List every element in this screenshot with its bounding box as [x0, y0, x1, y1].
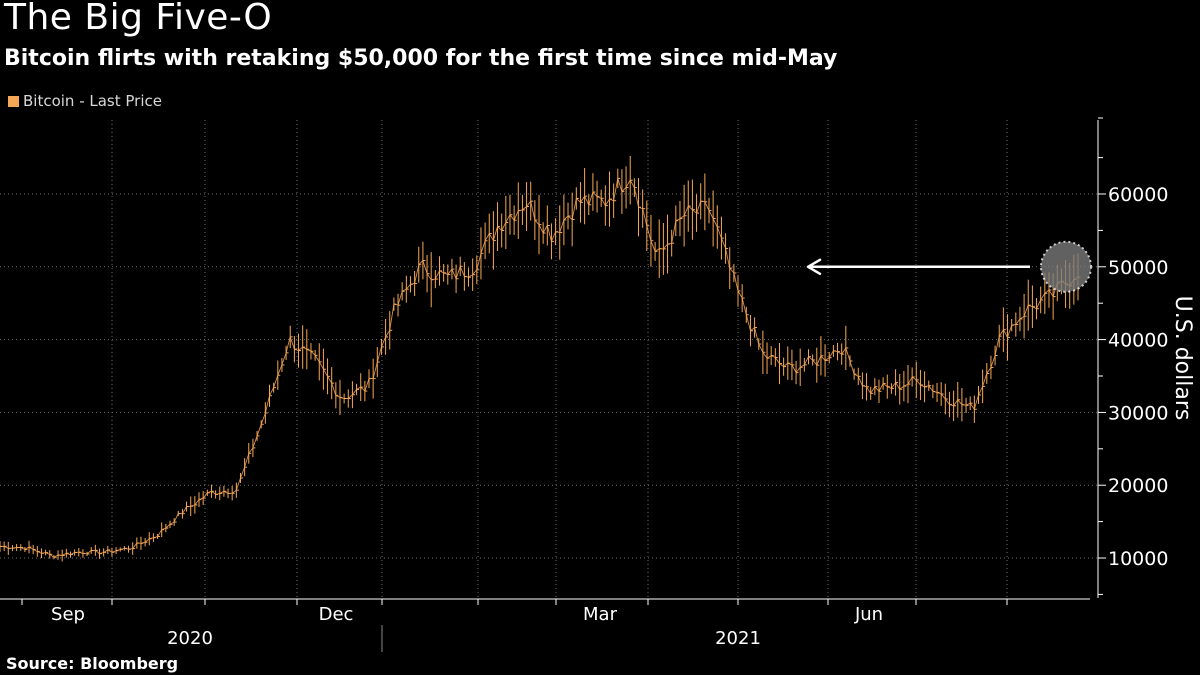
- y-tick-label: 50000: [1108, 257, 1168, 279]
- y-tick-label: 30000: [1108, 402, 1168, 424]
- highlight-circle: [1040, 240, 1092, 293]
- y-tick-label: 60000: [1108, 184, 1168, 206]
- source-note: Source: Bloomberg: [6, 654, 179, 673]
- annotation-arrowhead-icon: [806, 258, 822, 276]
- legend-label: Bitcoin - Last Price: [23, 92, 162, 110]
- y-tick-label: 40000: [1108, 330, 1168, 352]
- legend: Bitcoin - Last Price: [8, 92, 162, 110]
- y-tick-label: 10000: [1108, 548, 1168, 570]
- x-tick-label: Sep: [51, 604, 85, 625]
- year-label: 2021: [715, 628, 761, 649]
- year-label: 2020: [167, 628, 213, 649]
- y-tick-label: 20000: [1108, 475, 1168, 497]
- chart-title: The Big Five-O: [4, 0, 273, 38]
- legend-swatch-icon: [8, 95, 19, 107]
- chart-subtitle: Bitcoin flirts with retaking $50,000 for…: [4, 46, 838, 71]
- x-tick-label: Dec: [319, 604, 354, 625]
- x-tick-label: Jun: [854, 604, 883, 625]
- y-axis-label: U.S. dollars: [1170, 296, 1195, 421]
- x-tick-label: Mar: [583, 604, 618, 625]
